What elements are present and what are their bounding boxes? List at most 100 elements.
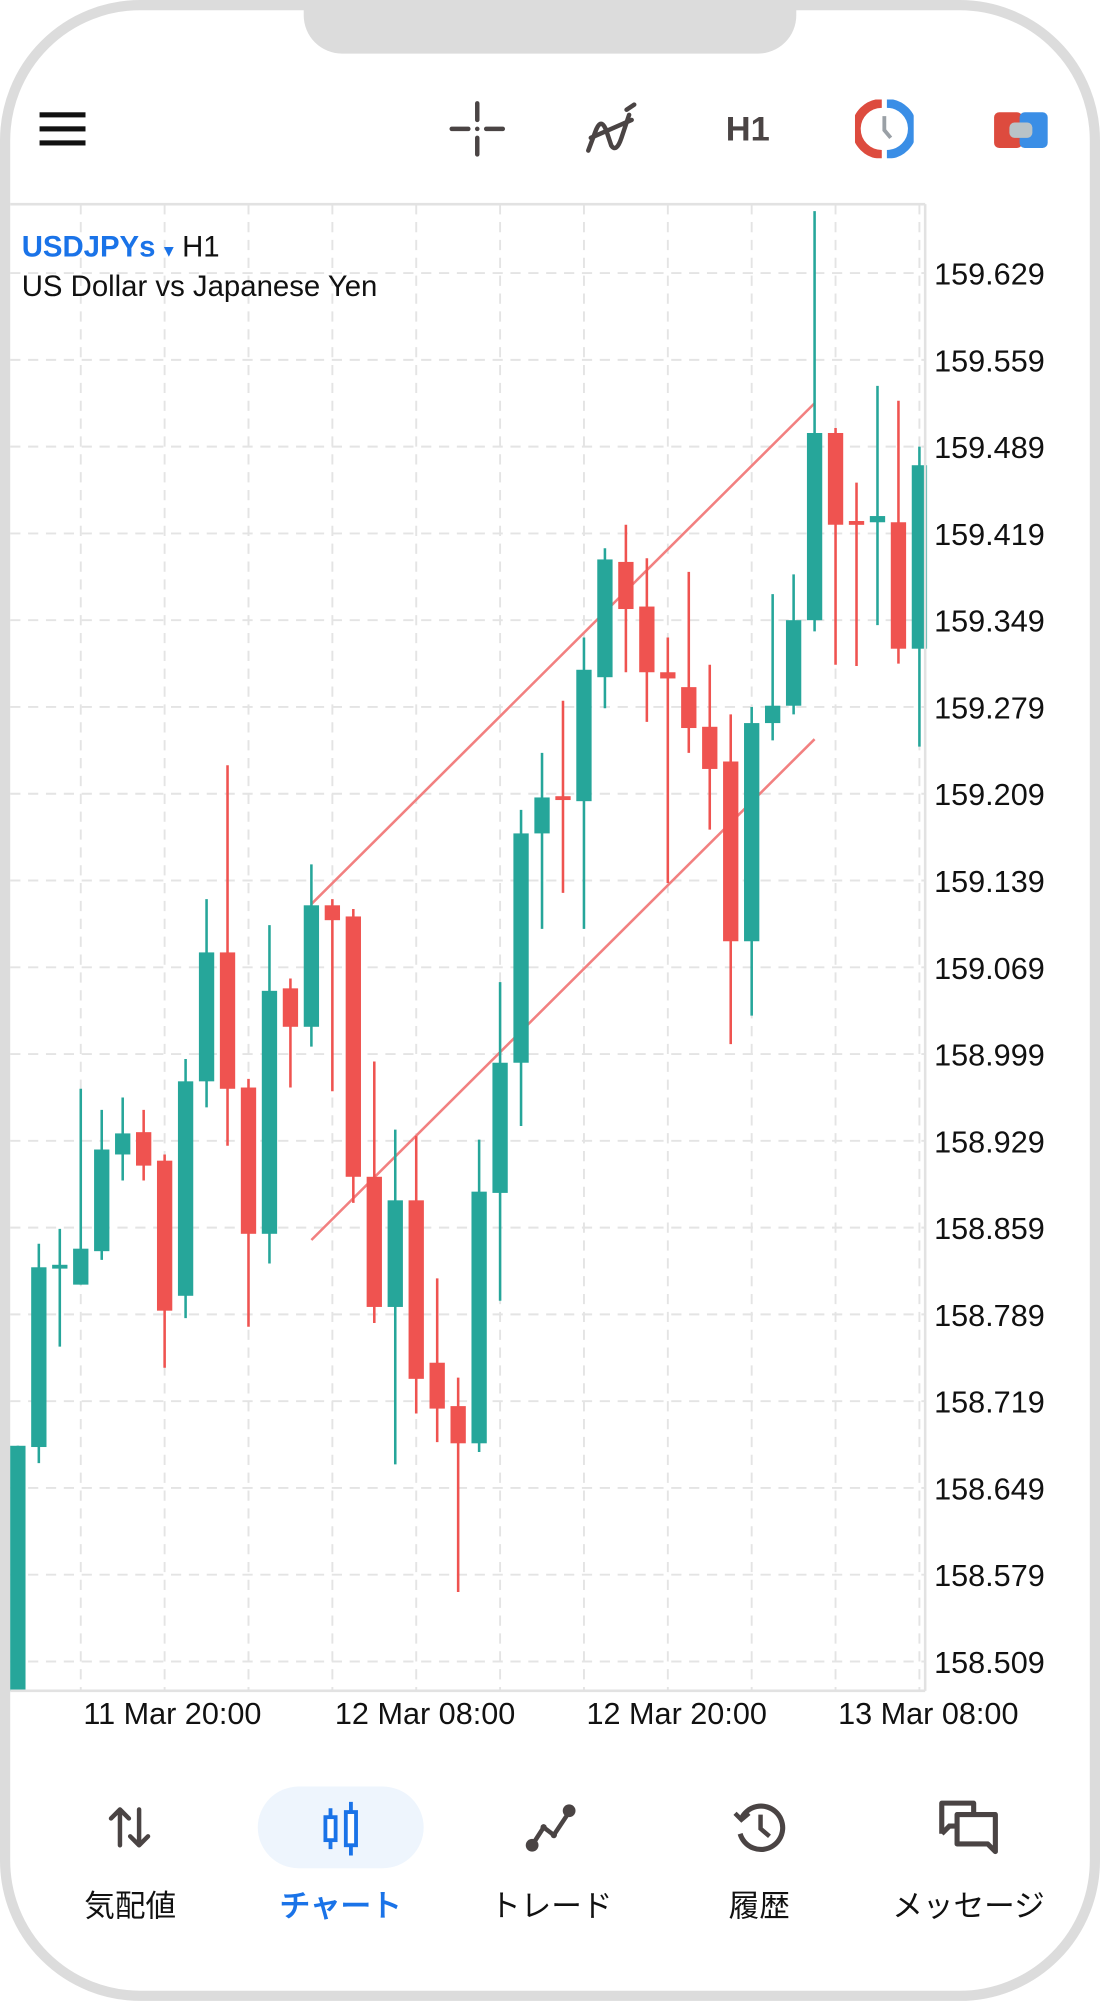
bullish-candle: [869, 385, 886, 626]
candle-body: [115, 1133, 131, 1155]
nav-label: メッセージ: [892, 1888, 1045, 1925]
price-tick-label: 159.419: [934, 518, 1045, 552]
bullish-candle: [513, 809, 529, 1126]
price-tick-label: 159.629: [934, 258, 1045, 292]
bullish-candle: [52, 1228, 68, 1347]
candle-body: [639, 606, 655, 673]
candle-body: [366, 1176, 382, 1307]
candle-body: [576, 669, 592, 802]
candle-body: [681, 687, 697, 729]
candle-body: [94, 1149, 110, 1252]
nav-history[interactable]: 履歴: [664, 1784, 855, 1937]
candle-body: [764, 705, 781, 724]
price-tick-label: 159.279: [934, 691, 1045, 725]
price-tick-label: 158.509: [934, 1646, 1045, 1680]
candle-body: [597, 559, 613, 678]
bearish-candle: [366, 1061, 382, 1324]
messages-icon: [939, 1800, 998, 1855]
bearish-candle: [681, 571, 697, 753]
upper-channel-trendline: [310, 402, 816, 905]
price-tick-label: 158.579: [934, 1559, 1045, 1593]
nav-trade[interactable]: トレード: [456, 1784, 647, 1937]
nav-quotes[interactable]: 気配値: [34, 1784, 225, 1937]
candle-body: [345, 916, 361, 1177]
price-tick-label: 158.719: [934, 1386, 1045, 1420]
bearish-candle: [890, 400, 907, 664]
nav-label: チャート: [279, 1888, 402, 1925]
bullish-candle: [911, 446, 928, 747]
bullish-candle: [31, 1243, 47, 1464]
bullish-candle: [261, 925, 278, 1264]
nav-label: 気配値: [84, 1888, 177, 1925]
symbol-header[interactable]: USDJPYs ▼ H1: [22, 230, 220, 264]
candle-body: [31, 1267, 47, 1448]
candle-body: [198, 952, 215, 1082]
nav-chart[interactable]: チャート: [245, 1784, 436, 1937]
candle-body: [303, 905, 320, 1027]
indicators-icon[interactable]: [583, 100, 642, 159]
bullish-candle: [94, 1109, 110, 1260]
time-tick-label: 12 Mar 08:00: [335, 1697, 515, 1731]
clock-icon[interactable]: [854, 99, 914, 159]
symbol-dropdown-icon[interactable]: ▼: [160, 241, 177, 261]
price-tick-label: 159.069: [934, 952, 1045, 986]
symbol-name[interactable]: USDJPYs: [21, 229, 156, 263]
quotes-icon: [108, 1807, 151, 1848]
bullish-candle: [73, 1088, 89, 1285]
candle-body: [156, 1160, 173, 1311]
candle-body: [702, 726, 718, 769]
crosshair-icon[interactable]: [448, 100, 507, 159]
symbol-description: US Dollar vs Japanese Yen: [21, 269, 378, 303]
bullish-candle: [387, 1129, 403, 1465]
candle-body: [785, 620, 802, 706]
candle-body: [744, 723, 760, 942]
candle-body: [429, 1362, 445, 1409]
candle-body: [890, 522, 907, 649]
bearish-candle: [555, 700, 571, 893]
time-tick-label: 12 Mar 20:00: [587, 1697, 767, 1731]
bullish-candle: [115, 1097, 131, 1181]
menu-icon[interactable]: [33, 100, 92, 159]
bullish-candle: [10, 1445, 26, 1691]
candle-body: [450, 1406, 466, 1444]
bullish-candle: [471, 1139, 487, 1452]
history-icon: [733, 1803, 786, 1852]
symbol-timeframe: H1: [182, 229, 220, 263]
bearish-candle: [639, 558, 655, 722]
candle-body: [723, 761, 739, 942]
candle-body: [471, 1191, 487, 1444]
bullish-candle: [785, 574, 802, 715]
bearish-candle: [429, 1278, 445, 1443]
timeframe-button[interactable]: H1: [725, 109, 770, 148]
bearish-candle: [618, 524, 634, 673]
time-tick-label: 11 Mar 20:00: [83, 1697, 261, 1731]
candle-body: [240, 1087, 257, 1234]
chart-icon: [323, 1801, 358, 1856]
candle-body: [513, 833, 529, 1063]
candle-body: [869, 516, 886, 523]
nav-messages[interactable]: メッセージ: [873, 1784, 1064, 1937]
candle-body: [324, 905, 341, 921]
candle-body: [848, 521, 865, 525]
candle-body: [660, 672, 676, 679]
bearish-candle: [136, 1109, 152, 1181]
price-chart[interactable]: 159.629 159.559 159.489 159.419 159.349 159.2…: [0, 0, 1100, 1774]
bullish-candle: [597, 548, 613, 709]
nav-label: 履歴: [728, 1888, 790, 1925]
bearish-candle: [156, 1154, 173, 1368]
one-click-trading-icon[interactable]: [992, 100, 1051, 159]
bearish-candle: [827, 428, 844, 665]
price-tick-label: 159.139: [934, 865, 1045, 899]
price-tick-label: 158.789: [934, 1299, 1045, 1333]
candle-body: [177, 1081, 194, 1296]
price-tick-label: 159.559: [934, 344, 1045, 378]
bullish-candle: [534, 752, 550, 929]
candle-body: [911, 465, 928, 649]
bullish-candle: [576, 637, 592, 929]
candle-body: [806, 432, 823, 621]
nav-label: トレード: [490, 1888, 613, 1925]
price-tick-label: 159.489: [934, 431, 1045, 465]
price-tick-label: 158.999: [934, 1039, 1045, 1073]
candle-body: [282, 988, 299, 1027]
